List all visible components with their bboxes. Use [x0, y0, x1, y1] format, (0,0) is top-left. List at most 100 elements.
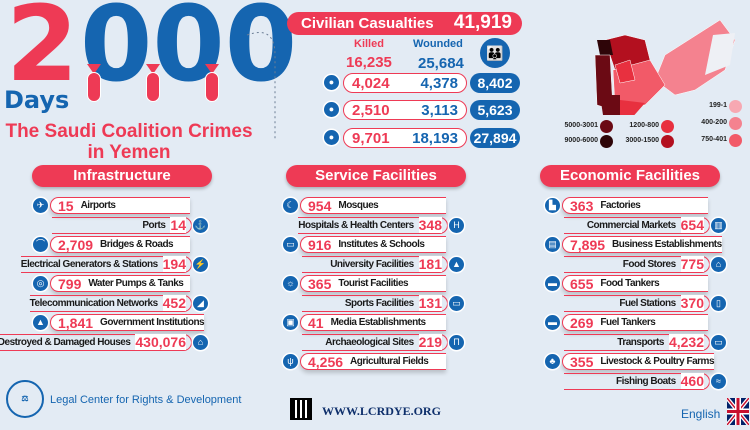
bomb-icon	[146, 72, 160, 102]
casualties-total: 41,919	[453, 12, 512, 33]
stat-row: Electrical Generators & Stations 194	[20, 255, 192, 273]
yemen-map	[594, 19, 735, 115]
hospital-icon: H	[449, 217, 464, 233]
woman-icon: ●	[324, 102, 339, 117]
stat-row: 365 Tourist Facilities	[300, 275, 446, 292]
stat-value: 219	[418, 334, 442, 350]
killed-value: 4,024	[352, 75, 390, 92]
monument-icon: Π	[449, 334, 464, 350]
stat-label: Media Establishments	[330, 317, 427, 328]
section-header-infrastructure: Infrastructure	[32, 165, 212, 187]
bomb-icon	[146, 64, 160, 74]
stat-label: Government Institutions	[100, 317, 205, 328]
stat-value: 799	[58, 275, 82, 292]
stat-row: Fuel Stations 370	[564, 294, 710, 312]
rooster-icon: ♣	[545, 354, 560, 369]
section-header-service-facilities: Service Facilities	[286, 165, 466, 187]
stat-row: Transports 4,232	[564, 333, 710, 351]
casualty-row: 9,701 18,193	[343, 128, 467, 148]
stat-label: Sports Facilities	[344, 297, 414, 309]
casualty-total: 8,402	[470, 73, 520, 93]
house-icon: ⌂	[193, 334, 208, 350]
stat-value: 363	[570, 197, 594, 214]
wounded-header: Wounded	[413, 38, 463, 50]
days-label: Days	[4, 86, 70, 114]
stat-label: Food Stores	[622, 258, 676, 270]
stat-label: Fuel Tankers	[600, 317, 656, 328]
book-icon: ▭	[283, 237, 298, 252]
legend-swatch	[661, 120, 674, 133]
stat-row: Commercial Markets 654	[564, 216, 710, 234]
stat-row: University Facilities 181	[302, 255, 448, 273]
tv-icon: ▣	[283, 315, 298, 330]
stat-row: Ports 14	[52, 216, 192, 234]
stat-label: Fuel Stations	[619, 297, 676, 309]
legend-label: 199-1	[709, 102, 727, 109]
legend-swatch	[661, 135, 674, 148]
legend-label: 3000-1500	[625, 137, 659, 144]
stat-row: Destroyed & Damaged Houses 430,076	[0, 333, 192, 351]
stat-label: Livestock & Poultry Farms	[600, 356, 715, 367]
stat-label: Hospitals & Health Centers	[298, 219, 414, 231]
big-number-000: 000	[80, 0, 298, 105]
website-link[interactable]: WWW.LCRDYE.ORG	[322, 404, 441, 418]
stat-row: 41 Media Establishments	[300, 314, 446, 331]
language-label[interactable]: English	[681, 407, 721, 421]
legend-label: 5000-3001	[564, 122, 598, 129]
stat-value: 7,895	[570, 236, 606, 253]
tanker-icon: ▬	[545, 315, 560, 330]
stat-label: Telecommunication Networks	[29, 297, 158, 309]
wounded-total: 25,684	[418, 55, 464, 72]
bridge-icon: ⌒	[33, 237, 48, 252]
killed-value: 2,510	[352, 102, 390, 119]
stat-row: 363 Factories	[562, 197, 708, 214]
stat-label: Commercial Markets	[586, 219, 676, 231]
legend-swatch	[729, 117, 742, 130]
stat-value: 194	[162, 256, 186, 272]
stat-value: 348	[418, 217, 442, 233]
stat-value: 4,232	[668, 334, 704, 350]
stat-row: Hospitals & Health Centers 348	[298, 216, 448, 234]
shop-icon: ▤	[545, 237, 560, 252]
wounded-value: 18,193	[412, 130, 458, 147]
big-number-2: 2	[6, 0, 78, 105]
government-building-icon: ▲	[33, 315, 48, 330]
dotted-arc	[246, 32, 276, 140]
uk-flag-icon[interactable]	[727, 398, 749, 425]
stat-label: Business Establishments	[612, 239, 722, 250]
boat-icon: ≈	[711, 373, 726, 389]
man-icon: ●	[324, 130, 339, 145]
bomb-icon	[205, 64, 219, 74]
stat-value: 131	[418, 295, 442, 311]
stat-value: 954	[308, 197, 332, 214]
killed-value: 9,701	[352, 130, 390, 147]
stat-label: Airports	[80, 200, 116, 211]
legend-label: 1200-800	[629, 122, 659, 129]
stat-label: Mosques	[338, 200, 379, 211]
buildings-icon: ▥	[711, 217, 726, 233]
stat-row: 2,709 Bridges & Roads	[50, 236, 190, 253]
stat-value: 654	[680, 217, 704, 233]
car-icon: ▭	[711, 334, 726, 350]
stat-value: 460	[680, 373, 704, 389]
stat-value: 14	[170, 217, 186, 233]
bomb-icon	[87, 64, 101, 74]
mosque-icon: ☾	[283, 198, 298, 213]
stat-label: Institutes & Schools	[338, 239, 425, 250]
fuel-pump-icon: ▯	[711, 295, 726, 311]
legend-label: 400-200	[701, 119, 727, 126]
water-pump-icon: ◎	[33, 276, 48, 291]
civilian-casualties-bar: Civilian Casualties 41,919	[287, 12, 522, 35]
stat-value: 181	[418, 256, 442, 272]
stat-label: Destroyed & Damaged Houses	[0, 336, 131, 348]
legend-label: 750-401	[701, 136, 727, 143]
children-icon: ●	[324, 75, 339, 90]
stat-value: 430,076	[135, 334, 186, 350]
stat-row: 916 Institutes & Schools	[300, 236, 446, 253]
stat-value: 41	[308, 314, 324, 331]
stat-label: University Facilities	[330, 258, 414, 270]
section-header-economic-facilities: Economic Facilities	[540, 165, 720, 187]
stat-label: Factories	[600, 200, 641, 211]
stat-label: Food Tankers	[600, 278, 660, 289]
stat-row: 799 Water Pumps & Tanks	[50, 275, 190, 292]
